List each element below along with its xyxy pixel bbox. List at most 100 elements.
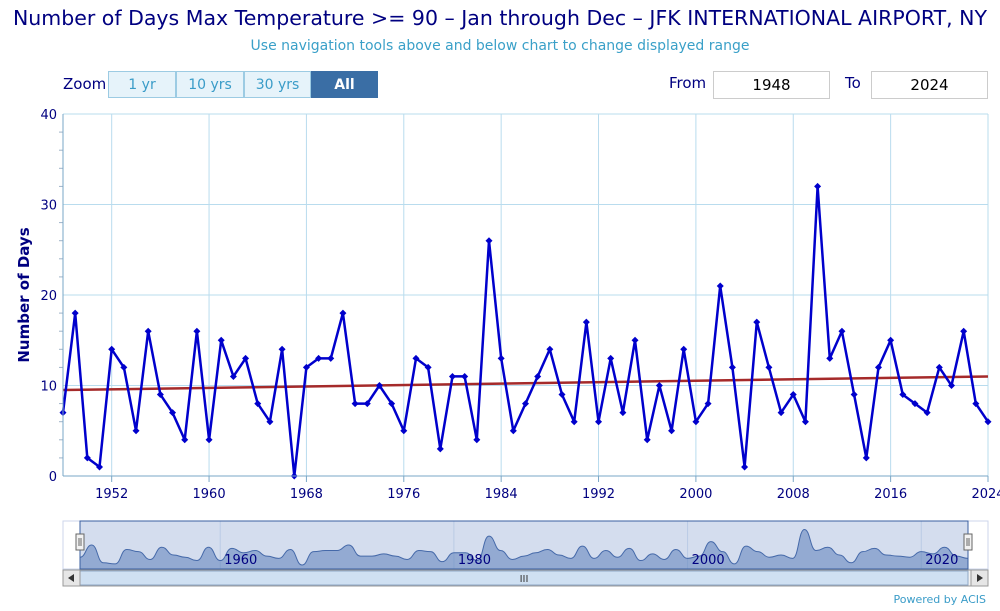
data-point-marker[interactable]	[887, 336, 895, 344]
data-point-marker[interactable]	[801, 418, 809, 426]
data-point-marker[interactable]	[935, 363, 943, 371]
y-tick-label: 10	[40, 380, 57, 395]
data-point-marker[interactable]	[108, 345, 116, 353]
data-point-marker[interactable]	[485, 237, 493, 245]
data-point-marker[interactable]	[753, 318, 761, 326]
data-point-marker[interactable]	[473, 436, 481, 444]
data-point-marker[interactable]	[181, 436, 189, 444]
data-point-marker[interactable]	[704, 400, 712, 408]
navigator-selection[interactable]	[79, 520, 969, 570]
data-point-marker[interactable]	[534, 372, 542, 380]
from-year-input[interactable]	[713, 71, 830, 99]
data-point-marker[interactable]	[595, 418, 603, 426]
to-year-input[interactable]	[871, 71, 988, 99]
data-point-marker[interactable]	[546, 345, 554, 353]
data-point-marker[interactable]	[789, 391, 797, 399]
data-point-marker[interactable]	[680, 345, 688, 353]
data-point-marker[interactable]	[132, 427, 140, 435]
data-point-marker[interactable]	[96, 463, 104, 471]
data-point-marker[interactable]	[169, 409, 177, 417]
data-point-marker[interactable]	[643, 436, 651, 444]
data-point-marker[interactable]	[607, 354, 615, 362]
data-point-marker[interactable]	[692, 418, 700, 426]
data-point-marker[interactable]	[388, 400, 396, 408]
zoom-30yrs-button[interactable]: 30 yrs	[244, 71, 311, 98]
data-point-marker[interactable]	[558, 391, 566, 399]
data-point-marker[interactable]	[911, 400, 919, 408]
data-point-marker[interactable]	[339, 309, 347, 317]
data-point-marker[interactable]	[144, 327, 152, 335]
handle-body[interactable]	[963, 533, 973, 551]
data-point-marker[interactable]	[826, 354, 834, 362]
data-point-marker[interactable]	[765, 363, 773, 371]
navigator-right-handle[interactable]	[963, 533, 973, 551]
data-point-marker[interactable]	[923, 409, 931, 417]
data-point-marker[interactable]	[741, 463, 749, 471]
data-point-marker[interactable]	[254, 400, 262, 408]
data-point-marker[interactable]	[497, 354, 505, 362]
data-point-marker[interactable]	[229, 372, 237, 380]
powered-by-credit[interactable]: Powered by ACIS	[893, 593, 987, 606]
data-point-marker[interactable]	[655, 382, 663, 389]
data-point-marker[interactable]	[448, 372, 456, 380]
to-label: To	[845, 74, 861, 92]
data-point-marker[interactable]	[899, 391, 907, 399]
navigator-tick-label: 1980	[458, 553, 491, 568]
data-point-marker[interactable]	[947, 382, 955, 389]
data-point-marker[interactable]	[728, 363, 736, 371]
x-tick-label: 2000	[679, 487, 712, 502]
data-point-marker[interactable]	[156, 391, 164, 399]
x-tick-label: 1984	[485, 487, 518, 502]
data-point-marker[interactable]	[874, 363, 882, 371]
data-point-marker[interactable]	[850, 391, 858, 399]
zoom-1yr-button[interactable]: 1 yr	[108, 71, 176, 98]
data-point-marker[interactable]	[375, 382, 383, 389]
data-point-marker[interactable]	[412, 354, 420, 362]
data-point-marker[interactable]	[363, 400, 371, 408]
zoom-10yrs-button[interactable]: 10 yrs	[176, 71, 244, 98]
data-point-marker[interactable]	[120, 363, 128, 371]
data-point-marker[interactable]	[193, 327, 201, 335]
data-point-marker[interactable]	[619, 409, 627, 417]
data-point-marker[interactable]	[351, 400, 359, 408]
data-point-marker[interactable]	[400, 427, 408, 435]
data-point-marker[interactable]	[83, 454, 91, 462]
data-point-marker[interactable]	[436, 445, 444, 453]
data-point-marker[interactable]	[242, 354, 250, 362]
data-point-marker[interactable]	[278, 345, 286, 353]
zoom-all-button[interactable]: All	[311, 71, 378, 98]
x-tick-label: 2024	[971, 487, 1000, 502]
data-point-marker[interactable]	[631, 336, 639, 344]
data-point-marker[interactable]	[509, 427, 517, 435]
data-point-marker[interactable]	[972, 400, 980, 408]
data-point-marker[interactable]	[71, 309, 79, 317]
data-point-marker[interactable]	[302, 363, 310, 371]
data-point-marker[interactable]	[984, 418, 992, 426]
data-point-marker[interactable]	[716, 282, 724, 290]
navigator-left-handle[interactable]	[75, 533, 85, 551]
data-point-marker[interactable]	[862, 454, 870, 462]
data-point-marker[interactable]	[461, 372, 469, 380]
data-point-marker[interactable]	[266, 418, 274, 426]
data-point-marker[interactable]	[205, 436, 213, 444]
data-point-marker[interactable]	[777, 409, 785, 417]
data-point-marker[interactable]	[217, 336, 225, 344]
data-point-marker[interactable]	[838, 327, 846, 335]
data-point-marker[interactable]	[668, 427, 676, 435]
data-point-marker[interactable]	[960, 327, 968, 335]
data-point-marker[interactable]	[522, 400, 529, 408]
data-point-marker[interactable]	[315, 354, 323, 362]
axis-layer: 0 10 20 30 40 1952 1960 1968 1976 1984 1992 2000 200…	[40, 108, 1000, 502]
data-point-marker[interactable]	[327, 354, 335, 362]
data-point-marker[interactable]	[582, 318, 590, 326]
trend-layer	[62, 375, 989, 392]
data-point-marker[interactable]	[570, 418, 578, 426]
handle-body[interactable]	[75, 533, 85, 551]
chart-subtitle: Use navigation tools above and below cha…	[250, 38, 750, 54]
data-point-marker[interactable]	[424, 363, 432, 371]
data-point-marker[interactable]	[814, 182, 822, 190]
x-tick-label: 1968	[290, 487, 323, 502]
x-tick-label: 1976	[387, 487, 420, 502]
